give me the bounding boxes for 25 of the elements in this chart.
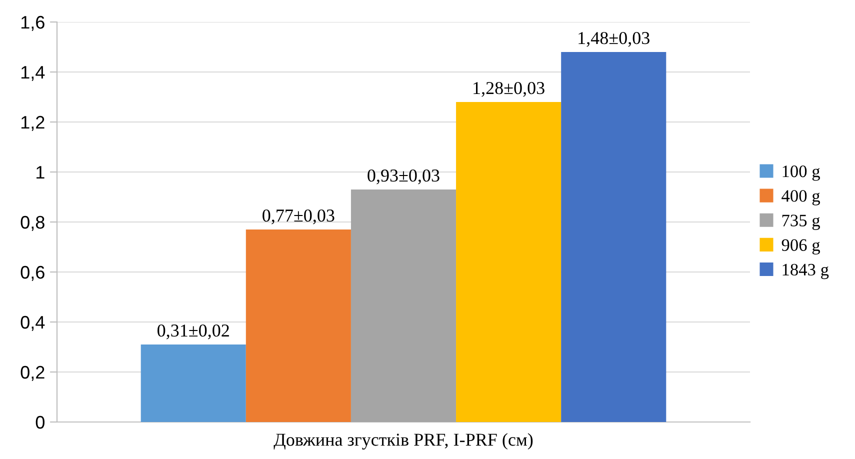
x-tick-label: Довжина згустків PRF, I-PRF (см) [274, 433, 533, 450]
data-label: 0,31±0,02 [158, 324, 229, 340]
y-tick-label: 0 [36, 416, 44, 429]
bar [561, 52, 666, 422]
y-tick-label: 1,6 [21, 16, 44, 31]
legend-label: 1843 g [782, 264, 829, 280]
y-tick-label: 1,4 [21, 66, 45, 81]
y-tick-label: 1,2 [21, 116, 44, 131]
y-tick-label: 0,8 [20, 216, 44, 231]
y-tick-label: 0,6 [20, 266, 44, 281]
data-label: 0,93±0,03 [368, 169, 440, 184]
bar [140, 344, 246, 422]
y-tick-label: 0,2 [20, 366, 44, 381]
y-tick-label: 0,4 [20, 316, 45, 331]
bar [246, 230, 351, 422]
legend-label: 100 g [782, 166, 820, 181]
legend-label: 735 g [782, 214, 820, 230]
bar [456, 102, 562, 422]
legend-label: 906 g [782, 239, 820, 255]
data-label: 1,28±0,03 [474, 82, 544, 97]
y-tick-label: 1 [36, 166, 44, 179]
bar [350, 190, 456, 422]
data-label: 1,48±0,03 [578, 32, 650, 47]
legend-label: 400 g [782, 190, 820, 206]
data-label: 0,77±0,03 [262, 209, 334, 224]
